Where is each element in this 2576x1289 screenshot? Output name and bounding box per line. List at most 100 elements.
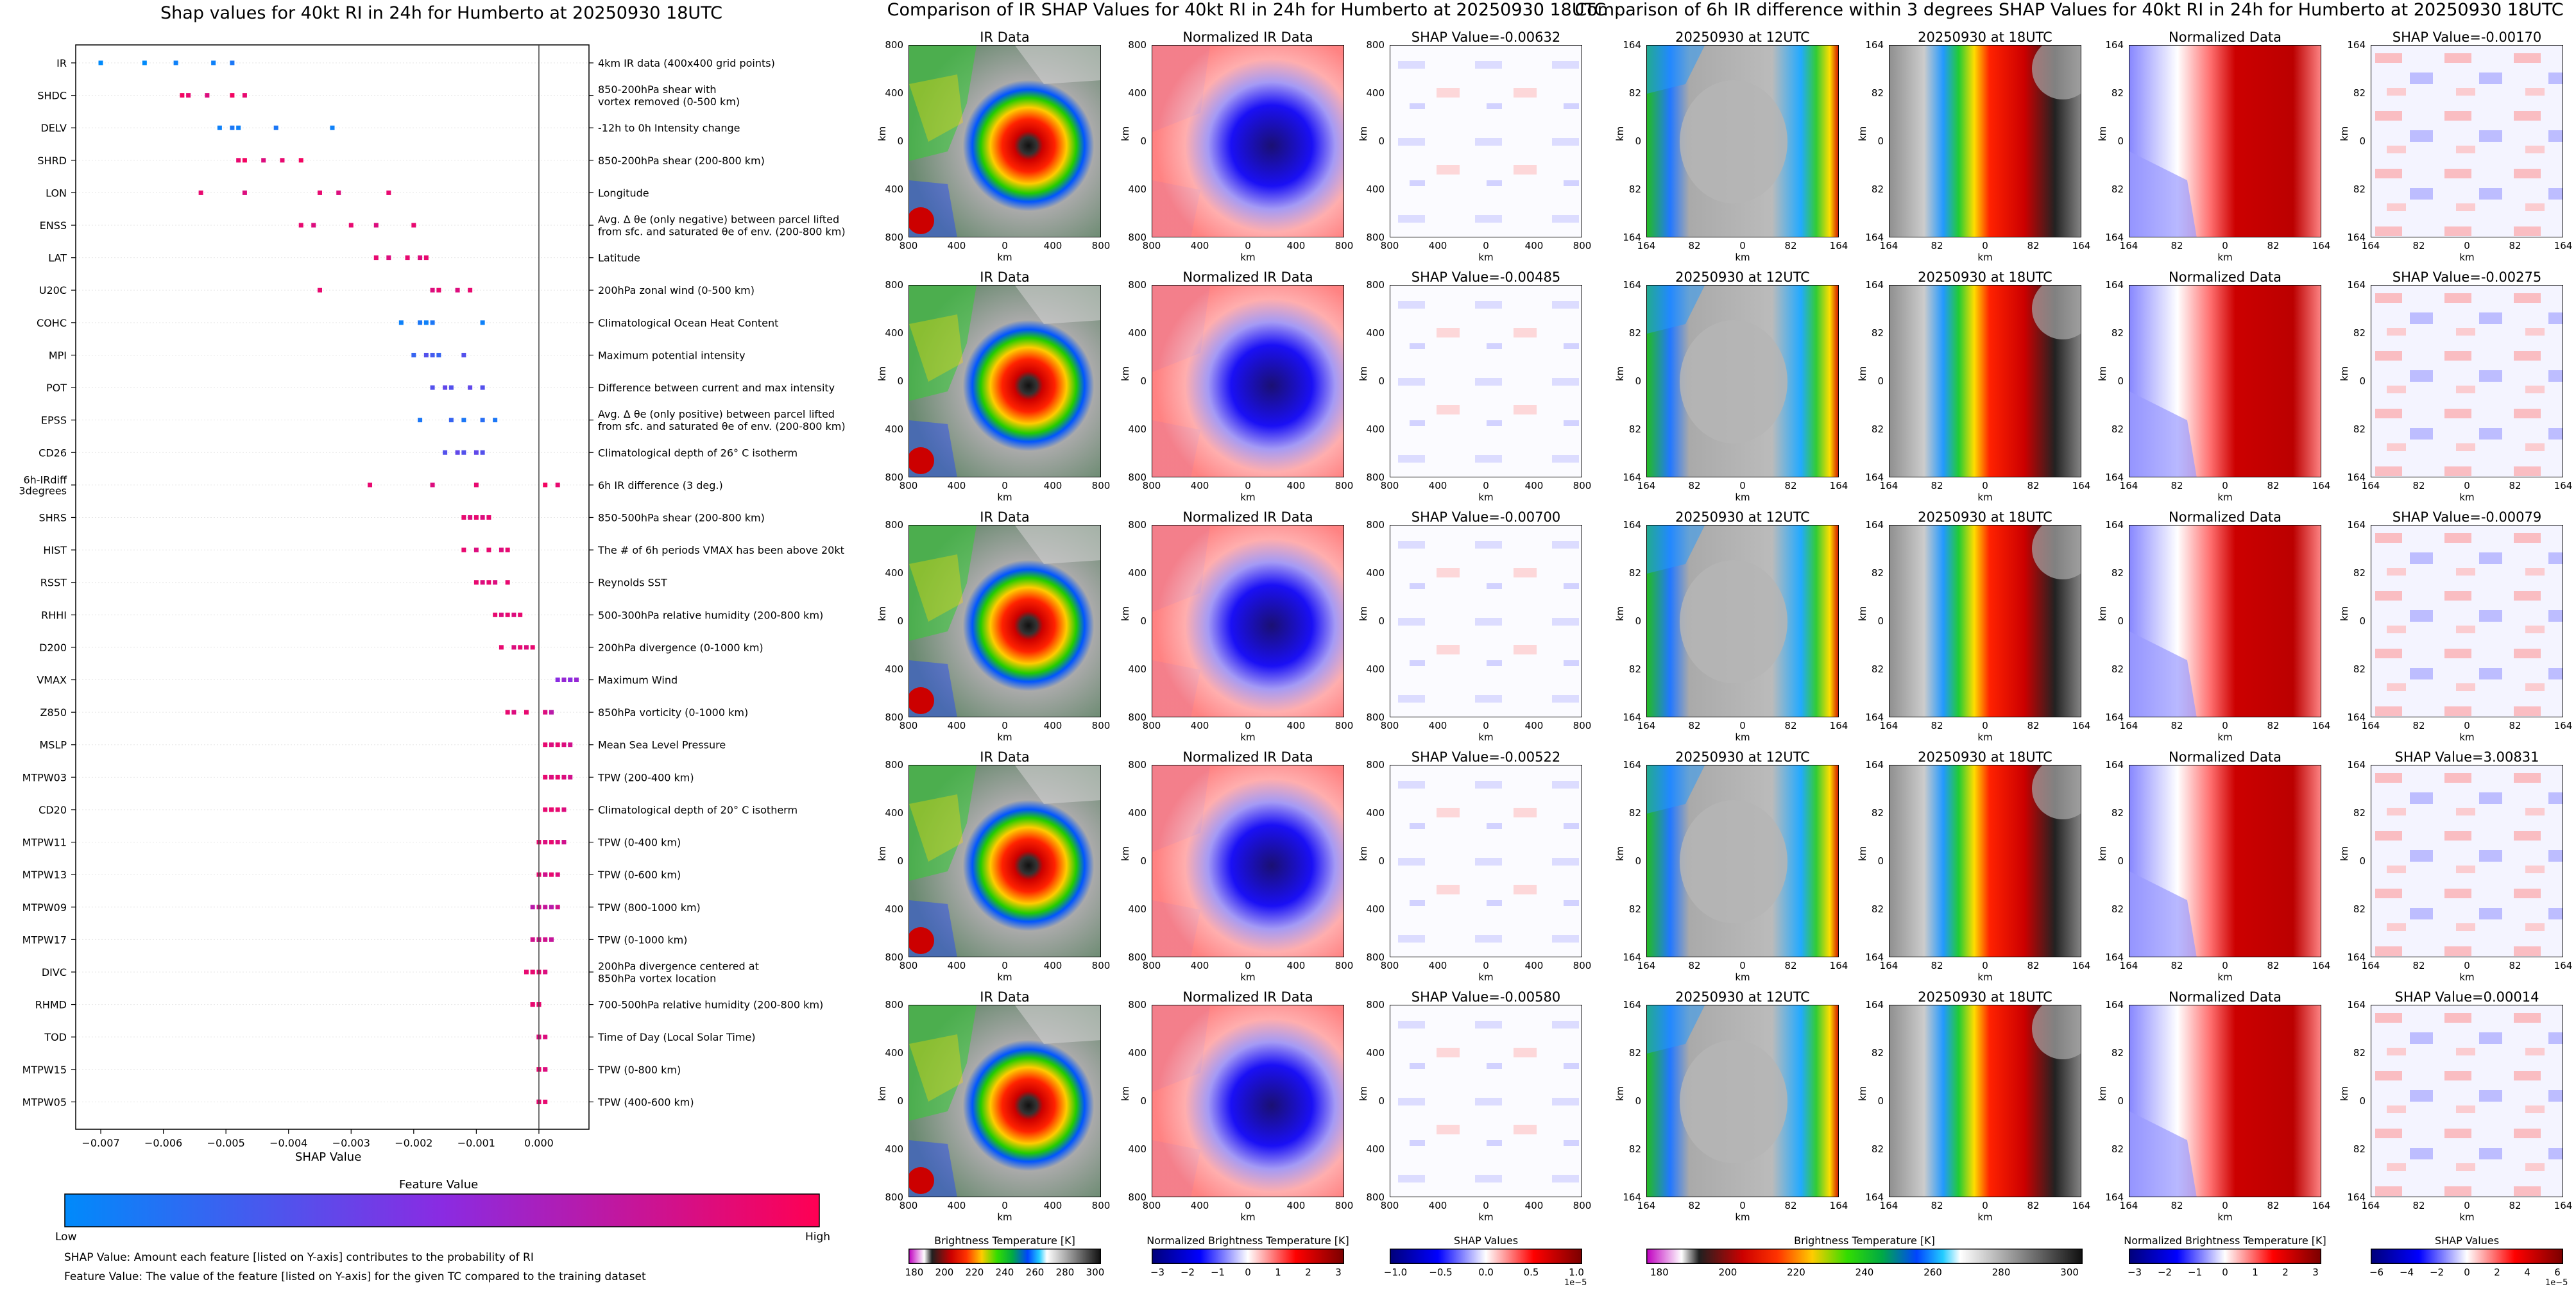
panel-title: Normalized IR Data xyxy=(1182,269,1313,285)
y-tick-label: 164 xyxy=(2347,759,2366,771)
x-tick-label: 800 xyxy=(1142,1200,1161,1211)
x-tick-label: 164 xyxy=(2312,960,2331,971)
image-panel-shap xyxy=(1390,765,1582,957)
x-tick-label: 82 xyxy=(1784,960,1797,971)
y-tick-label: 800 xyxy=(885,519,903,531)
x-tick-label: 800 xyxy=(1335,240,1354,252)
shap-point xyxy=(473,482,479,488)
y-tick-label: 800 xyxy=(1366,519,1385,531)
y-tick-label: 82 xyxy=(2111,903,2124,915)
y-tick-label: 0 xyxy=(1140,135,1147,147)
y-tick-label: 0 xyxy=(897,855,903,867)
y-tick-label: 800 xyxy=(885,999,903,1011)
panel-title: SHAP Value=-0.00632 xyxy=(1411,30,1561,45)
feature-value-colorbar-title: Feature Value xyxy=(399,1178,479,1191)
y-tick-label: 164 xyxy=(1865,232,1884,243)
shap-point xyxy=(317,190,322,195)
y-axis-label: km xyxy=(1857,126,1868,141)
shap-point xyxy=(568,678,573,683)
shap-point xyxy=(230,93,235,98)
shap-point xyxy=(543,969,548,975)
x-tick-label: 164 xyxy=(1879,240,1898,252)
x-tick-label: 800 xyxy=(1335,960,1354,971)
shap-point xyxy=(518,612,523,617)
image-panel-ir xyxy=(908,525,1101,717)
y-tick-label: 400 xyxy=(1128,423,1147,435)
x-tick-label: 0 xyxy=(1002,960,1008,971)
shap-note-1: SHAP Value: Amount each feature [listed … xyxy=(64,1251,534,1264)
panel-title: 20250930 at 12UTC xyxy=(1675,509,1810,525)
y-tick-label: 82 xyxy=(1871,663,1884,675)
feature-description: 700-500hPa relative humidity (200-800 km… xyxy=(598,999,823,1011)
colorbar-tick-label: 240 xyxy=(995,1267,1014,1278)
y-tick-label: 82 xyxy=(2353,184,2366,195)
y-tick-label: 82 xyxy=(2111,807,2124,819)
x-tick-label: 164 xyxy=(1879,720,1898,731)
panel-title: Normalized Data xyxy=(2169,749,2282,765)
x-tick-label: 82 xyxy=(1931,480,1943,491)
colorbar-tick-label: 180 xyxy=(1650,1267,1669,1278)
y-tick-label: 164 xyxy=(2347,712,2366,723)
x-tick-label: 82 xyxy=(2412,240,2425,252)
feature-name-label: MSLP xyxy=(39,739,67,751)
shap-point xyxy=(273,125,278,130)
shap-point xyxy=(499,645,504,650)
shap-point xyxy=(280,158,285,163)
x-tick-label: 164 xyxy=(2554,960,2573,971)
y-tick-label: 164 xyxy=(2105,232,2124,243)
y-tick-label: 164 xyxy=(1623,232,1641,243)
panel-title: IR Data xyxy=(980,989,1030,1005)
y-tick-label: 164 xyxy=(2105,952,2124,963)
y-tick-label: 164 xyxy=(2347,999,2366,1011)
y-tick-label: 400 xyxy=(1366,423,1385,435)
feature-description: Longitude xyxy=(598,187,649,199)
x-tick-label: −0.005 xyxy=(207,1137,245,1149)
colorbar xyxy=(1646,1249,2083,1264)
colorbar-tick-label: −2 xyxy=(1180,1267,1195,1278)
y-axis-label: km xyxy=(1358,1086,1369,1101)
x-tick-label: 82 xyxy=(1784,1200,1797,1211)
x-axis-label: km xyxy=(1478,971,1494,983)
shap-point xyxy=(436,352,441,357)
shap-point xyxy=(499,612,504,617)
shap-point xyxy=(198,190,203,195)
shap-point xyxy=(423,320,429,325)
colorbar-tick-label: 0 xyxy=(1245,1267,1251,1278)
y-tick-label: 82 xyxy=(2353,807,2366,819)
x-tick-label: 82 xyxy=(1688,240,1701,252)
y-tick-label: 82 xyxy=(2111,87,2124,99)
y-tick-label: 0 xyxy=(1877,1095,1884,1107)
y-tick-label: 164 xyxy=(1623,952,1641,963)
colorbar-tick-label: 3 xyxy=(1335,1267,1342,1278)
y-tick-label: 800 xyxy=(1366,279,1385,291)
y-tick-label: 82 xyxy=(1628,327,1641,339)
x-tick-label: 164 xyxy=(2072,240,2091,252)
feature-description: Reynolds SST xyxy=(598,577,667,589)
y-tick-label: 82 xyxy=(2111,184,2124,195)
feature-name-label: COHC xyxy=(37,317,67,329)
shap-point xyxy=(430,320,435,325)
shap-point xyxy=(543,937,548,942)
shap-point xyxy=(555,678,560,683)
y-tick-label: 400 xyxy=(1128,87,1147,99)
panel-title: IR Data xyxy=(980,30,1030,45)
y-tick-label: 0 xyxy=(1140,615,1147,627)
colorbar-tick-label: 1.0 xyxy=(1569,1267,1584,1278)
shap-point xyxy=(298,158,303,163)
x-axis-label: km xyxy=(2217,252,2233,263)
x-tick-label: 800 xyxy=(1380,1200,1399,1211)
x-axis-label: km xyxy=(1240,731,1256,743)
shap-point xyxy=(142,60,147,65)
y-tick-label: 800 xyxy=(1366,472,1385,483)
image-panel-dshap xyxy=(2371,285,2563,477)
y-tick-label: 82 xyxy=(2111,327,2124,339)
x-tick-label: 164 xyxy=(1829,240,1848,252)
x-tick-label: 164 xyxy=(2119,720,2138,731)
x-tick-label: 82 xyxy=(2509,1200,2521,1211)
x-tick-label: −0.003 xyxy=(332,1137,370,1149)
y-tick-label: 164 xyxy=(1623,472,1641,483)
x-tick-label: 82 xyxy=(1931,240,1943,252)
x-tick-label: −0.007 xyxy=(81,1137,119,1149)
shap-point xyxy=(455,450,460,455)
y-axis-label: km xyxy=(2339,846,2350,861)
